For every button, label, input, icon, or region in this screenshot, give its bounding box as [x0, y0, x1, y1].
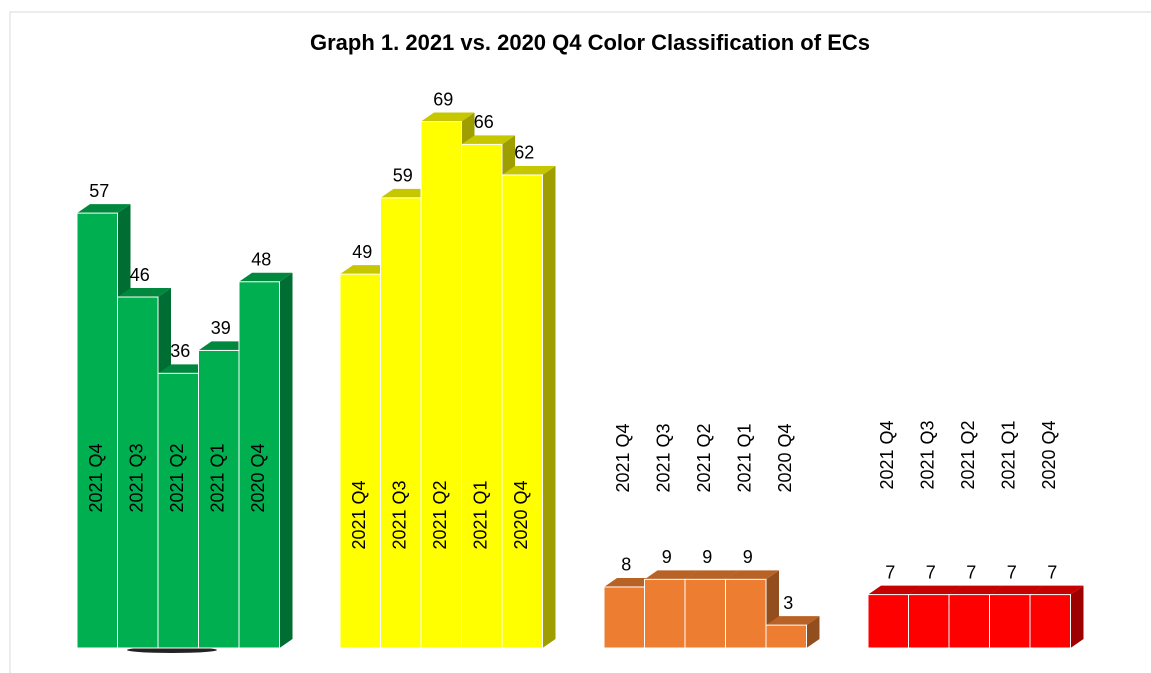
bar [501, 174, 543, 649]
bar-top [868, 585, 922, 595]
bar [380, 197, 422, 649]
category-label: 2021 Q2 [958, 420, 978, 489]
bar-top [949, 585, 1003, 595]
bar [238, 281, 280, 649]
bar-top [117, 288, 171, 298]
bar-top [644, 570, 698, 580]
value-label: 7 [1007, 562, 1017, 582]
bar [461, 143, 503, 649]
bar [117, 296, 159, 649]
category-label: 2021 Q2 [167, 443, 187, 512]
bar [725, 578, 767, 649]
category-label: 2020 Q4 [248, 443, 268, 512]
bar [908, 594, 950, 649]
value-label: 46 [130, 265, 150, 285]
chart-border [9, 11, 1151, 673]
category-label: 2020 Q4 [775, 423, 795, 492]
value-label: 62 [514, 143, 534, 163]
category-label: 2021 Q4 [877, 420, 897, 489]
chart-title: Graph 1. 2021 vs. 2020 Q4 Color Classifi… [310, 30, 870, 55]
value-label: 9 [743, 547, 753, 567]
bar [339, 273, 381, 649]
bar-top [239, 272, 293, 282]
bar [867, 594, 909, 649]
value-label: 7 [966, 562, 976, 582]
category-label: 2021 Q1 [999, 420, 1019, 489]
bar-top [77, 204, 131, 214]
category-label: 2021 Q1 [735, 423, 755, 492]
value-label: 49 [352, 242, 372, 262]
bar [198, 349, 240, 649]
category-label: 2021 Q3 [390, 480, 410, 549]
bar-top [908, 585, 962, 595]
category-label: 2021 Q3 [654, 423, 674, 492]
bar [684, 578, 726, 649]
category-label: 2021 Q3 [918, 420, 938, 489]
value-label: 39 [211, 318, 231, 338]
bar-top [685, 570, 739, 580]
value-label: 69 [433, 89, 453, 109]
value-label: 7 [926, 562, 936, 582]
category-label: 2020 Q4 [511, 480, 531, 549]
category-label: 2021 Q4 [349, 480, 369, 549]
value-label: 59 [393, 166, 413, 186]
category-label: 2021 Q2 [430, 480, 450, 549]
bar-top [461, 135, 515, 145]
value-label: 48 [251, 250, 271, 270]
value-label: 57 [89, 181, 109, 201]
category-label: 2021 Q3 [127, 443, 147, 512]
bar [644, 578, 686, 649]
value-label: 9 [702, 547, 712, 567]
value-label: 7 [1047, 562, 1057, 582]
category-label: 2021 Q4 [613, 423, 633, 492]
category-label: 2021 Q2 [694, 423, 714, 492]
value-label: 7 [885, 562, 895, 582]
bar [989, 594, 1031, 649]
bar-top [989, 585, 1043, 595]
value-label: 9 [662, 547, 672, 567]
bar-side [806, 616, 820, 648]
bar-side [542, 165, 556, 648]
bar [948, 594, 990, 649]
bar-top [1030, 585, 1084, 595]
bar [420, 121, 462, 649]
category-label: 2021 Q1 [471, 480, 491, 549]
bar [603, 586, 645, 649]
bar-side [1070, 585, 1084, 648]
bar-top [421, 112, 475, 122]
value-label: 3 [783, 593, 793, 613]
bar [76, 212, 118, 649]
bar-top [502, 165, 556, 175]
category-label: 2020 Q4 [1039, 420, 1059, 489]
value-label: 36 [170, 341, 190, 361]
value-label: 66 [474, 112, 494, 132]
bar [1029, 594, 1071, 649]
category-label: 2021 Q1 [208, 443, 228, 512]
bar-top [766, 616, 820, 626]
bar [157, 372, 199, 649]
bar [765, 624, 807, 649]
value-label: 8 [621, 555, 631, 575]
category-label: 2021 Q4 [86, 443, 106, 512]
bar-top [725, 570, 779, 580]
bar-side [279, 272, 293, 648]
